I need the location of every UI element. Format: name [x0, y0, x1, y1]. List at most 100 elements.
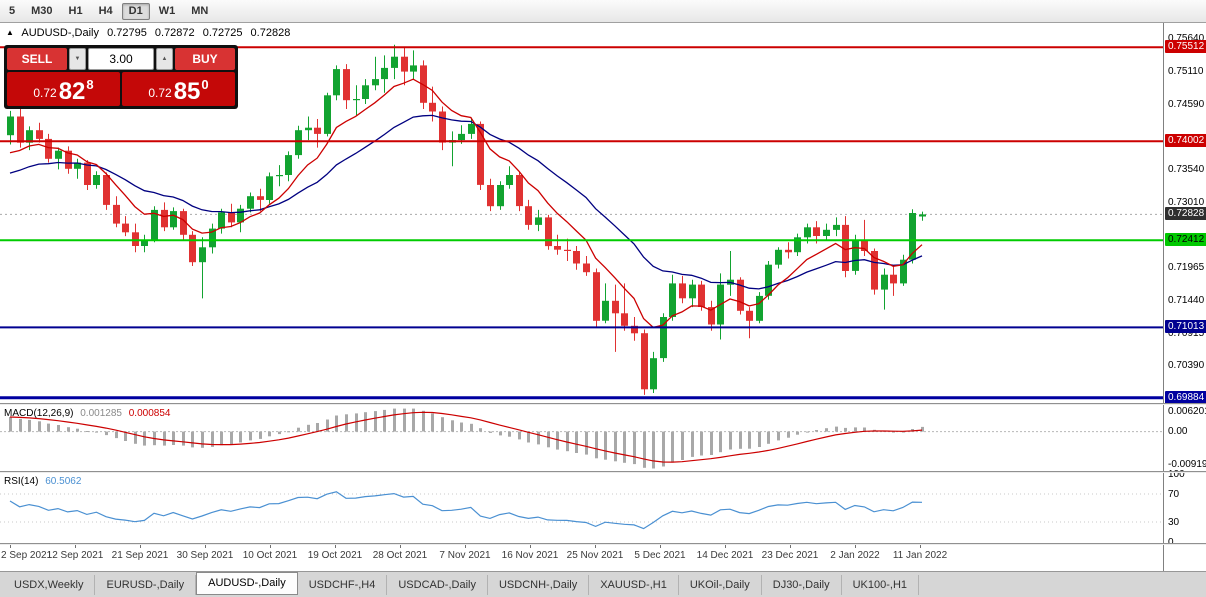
- time-axis-label: 7 Nov 2021: [439, 550, 491, 561]
- time-axis-tick: [790, 544, 791, 548]
- ohlc-close: 0.72828: [250, 27, 291, 39]
- price-axis-label: 0.71440: [1168, 295, 1205, 306]
- time-axis-tick: [660, 544, 661, 548]
- volume-increase-button[interactable]: ▲: [156, 48, 173, 70]
- candlestick-chart[interactable]: [0, 33, 1163, 403]
- ohlc-high: 0.72872: [154, 27, 195, 39]
- time-axis-tick: [400, 544, 401, 548]
- chart-tab-usdcnh-daily[interactable]: USDCNH-,Daily: [488, 575, 590, 595]
- price-badge-support-navy-lower: 0.69884: [1165, 391, 1206, 404]
- time-axis-label: 28 Oct 2021: [372, 550, 428, 561]
- price-axis-label: 0.75110: [1168, 66, 1204, 77]
- chart-tab-usdchf-h4[interactable]: USDCHF-,H4: [298, 575, 388, 595]
- price-axis-label: 0.73010: [1168, 197, 1205, 208]
- chart-symbol-label: AUDUSD-,Daily: [21, 27, 99, 39]
- timeframe-toolbar: 5 M30 H1 H4 D1 W1 MN: [0, 0, 1206, 23]
- macd-axis-max: 0.006201: [1168, 406, 1206, 417]
- sell-button[interactable]: SELL: [7, 48, 67, 70]
- macd-axis-min: -0.00919: [1168, 459, 1206, 470]
- ohlc-open: 0.72795: [107, 27, 147, 39]
- timeframe-button-d1[interactable]: D1: [121, 2, 150, 20]
- price-badge-current-price: 0.72828: [1165, 207, 1206, 220]
- time-axis-tick: [595, 544, 596, 548]
- timeframe-button-h1[interactable]: H1: [68, 4, 83, 17]
- macd-indicator-panel[interactable]: [0, 405, 1163, 471]
- price-badge-support-green: 0.72412: [1165, 233, 1206, 246]
- price-axis-label: 0.74590: [1168, 99, 1205, 110]
- time-axis-label: 23 Dec 2021: [761, 550, 819, 561]
- panel-resize-handle[interactable]: [0, 403, 1206, 405]
- chart-title: ▲ AUDUSD-,Daily 0.72795 0.72872 0.72725 …: [6, 27, 295, 39]
- time-axis-tick: [920, 544, 921, 548]
- rsi-title: RSI(14): [4, 476, 39, 487]
- price-axis-label: 0.75640: [1168, 33, 1205, 44]
- time-axis-tick: [725, 544, 726, 548]
- ma-slow-line[interactable]: [9, 114, 923, 290]
- macd-label: MACD(12,26,9) 0.001285 0.000854: [4, 408, 174, 419]
- buy-button[interactable]: BUY: [175, 48, 235, 70]
- time-axis-label: 14 Dec 2021: [696, 550, 754, 561]
- macd-axis-zero: 0.00: [1168, 426, 1188, 437]
- time-axis-label: 5 Dec 2021: [634, 550, 686, 561]
- time-axis-label: 19 Oct 2021: [307, 550, 363, 561]
- panel-resize-handle[interactable]: [0, 543, 1206, 545]
- time-axis-label: 2 Sep 2021: [1, 550, 53, 561]
- rsi-axis-label: 30: [1168, 517, 1180, 528]
- chart-tab-xauusd-h1[interactable]: XAUUSD-,H1: [589, 575, 679, 595]
- rsi-label: RSI(14) 60.5062: [4, 476, 85, 487]
- volume-decrease-button[interactable]: ▼: [69, 48, 86, 70]
- time-axis[interactable]: 2 Sep 2021 12 Sep 2021 21 Sep 2021 30 Sep 2…: [0, 544, 1163, 571]
- macd-histogram: [9, 408, 924, 469]
- chart-tab-audusd-daily[interactable]: AUDUSD-,Daily: [196, 572, 298, 595]
- sell-price-sup: 8: [86, 77, 94, 92]
- chart-tab-uk100-h1[interactable]: UK100-,H1: [842, 575, 920, 595]
- chart-tab-eurusd-daily[interactable]: EURUSD-,Daily: [95, 575, 197, 595]
- one-click-collapse-icon[interactable]: ▲: [6, 28, 14, 37]
- rsi-value: 60.5062: [45, 476, 82, 487]
- macd-signal-value: 0.000854: [128, 408, 171, 419]
- sell-price-display[interactable]: 0.72 82 8: [7, 72, 120, 106]
- time-axis-tick: [465, 544, 466, 548]
- price-axis[interactable]: 0.75640 0.75110 0.74590 0.73540 0.73010 0.719…: [1163, 23, 1206, 571]
- price-badge-support-navy-upper: 0.71013: [1165, 320, 1206, 333]
- timeframe-button-mn[interactable]: MN: [191, 4, 209, 17]
- time-axis-label: 10 Oct 2021: [242, 550, 298, 561]
- time-axis-tick: [270, 544, 271, 548]
- chart-tab-bar: USDX,Weekly EURUSD-,Daily AUDUSD-,Daily USD…: [0, 571, 1206, 597]
- panel-resize-handle[interactable]: [0, 471, 1206, 473]
- timeframe-button-m30[interactable]: M30: [31, 4, 53, 17]
- timeframe-button-5[interactable]: 5: [9, 4, 16, 17]
- price-badge-resistance-upper: 0.75512: [1165, 40, 1206, 53]
- rsi-axis-label: 100: [1168, 469, 1185, 480]
- timeframe-button-w1[interactable]: W1: [158, 4, 176, 17]
- sell-price-prefix: 0.72: [33, 86, 57, 100]
- time-axis-tick: [75, 544, 76, 548]
- volume-input[interactable]: 3.00: [88, 48, 154, 70]
- time-axis-label: 12 Sep 2021: [46, 550, 104, 561]
- time-axis-label: 30 Sep 2021: [176, 550, 234, 561]
- rsi-axis-label: 70: [1168, 489, 1180, 500]
- chart-tab-usdcad-daily[interactable]: USDCAD-,Daily: [387, 575, 488, 595]
- ma-fast-line[interactable]: [9, 78, 923, 329]
- price-axis-label: 0.71965: [1168, 262, 1205, 273]
- time-axis-tick: [140, 544, 141, 548]
- price-axis-label: 0.70915: [1168, 328, 1205, 339]
- price-axis-label: 0.70390: [1168, 360, 1205, 371]
- chart-tab-usdx-weekly[interactable]: USDX,Weekly: [3, 575, 96, 595]
- buy-price-display[interactable]: 0.72 85 0: [122, 72, 235, 106]
- time-axis-tick: [530, 544, 531, 548]
- rsi-axis-label: 0: [1168, 537, 1174, 548]
- macd-title: MACD(12,26,9): [4, 408, 74, 419]
- time-axis-label: 25 Nov 2021: [566, 550, 624, 561]
- time-axis-label: 21 Sep 2021: [111, 550, 169, 561]
- one-click-trading-panel: SELL ▼ 3.00 ▲ BUY 0.72 82 8 0.72 85 0: [4, 45, 238, 109]
- timeframe-button-h4[interactable]: H4: [98, 4, 113, 17]
- macd-signal-line: [9, 411, 923, 463]
- time-axis-label: 2 Jan 2022: [830, 550, 880, 561]
- chart-tab-dj30-daily[interactable]: DJ30-,Daily: [762, 575, 842, 595]
- ohlc-low: 0.72725: [202, 27, 243, 39]
- chart-tab-ukoil-daily[interactable]: UKOil-,Daily: [679, 575, 762, 595]
- chart-window: 2 Sep 2021 12 Sep 2021 21 Sep 2021 30 Sep 2…: [0, 23, 1206, 571]
- macd-main-value: 0.001285: [80, 408, 122, 419]
- rsi-indicator-panel[interactable]: [0, 473, 1163, 543]
